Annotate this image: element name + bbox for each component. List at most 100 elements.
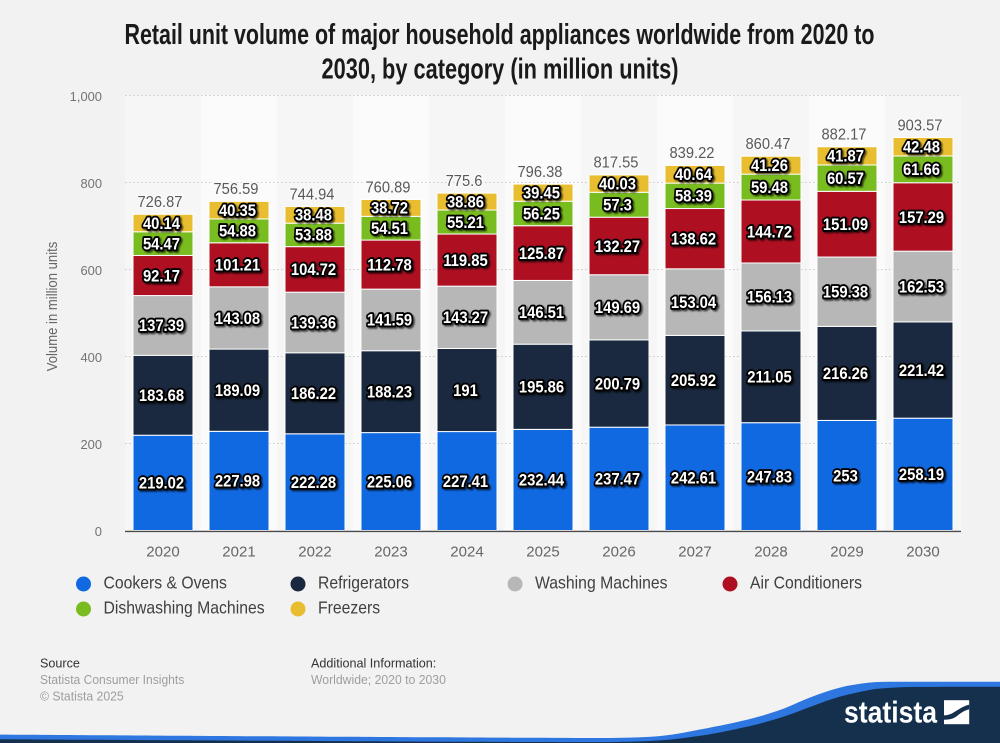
svg-text:2029: 2029 bbox=[830, 543, 863, 560]
svg-text:Volume in million units: Volume in million units bbox=[45, 242, 61, 372]
svg-text:Additional Information:: Additional Information: bbox=[311, 657, 436, 671]
svg-text:143.08: 143.08 bbox=[215, 310, 260, 328]
svg-text:2027: 2027 bbox=[678, 543, 711, 560]
svg-text:143.27: 143.27 bbox=[443, 309, 488, 327]
svg-text:211.05: 211.05 bbox=[747, 369, 792, 387]
svg-text:2022: 2022 bbox=[298, 543, 331, 560]
svg-text:Retail unit volume of major ho: Retail unit volume of major household ap… bbox=[125, 19, 875, 51]
svg-text:253: 253 bbox=[833, 467, 858, 485]
svg-text:2021: 2021 bbox=[222, 543, 255, 560]
svg-text:242.61: 242.61 bbox=[671, 470, 716, 488]
svg-text:© Statista 2025: © Statista 2025 bbox=[40, 689, 124, 703]
svg-text:232.44: 232.44 bbox=[519, 472, 564, 490]
svg-text:125.87: 125.87 bbox=[519, 245, 564, 263]
svg-text:Worldwide; 2020 to 2030: Worldwide; 2020 to 2030 bbox=[311, 673, 446, 687]
svg-text:222.28: 222.28 bbox=[291, 474, 336, 492]
svg-text:58.39: 58.39 bbox=[675, 188, 712, 206]
svg-text:39.45: 39.45 bbox=[523, 184, 560, 202]
svg-text:40.14: 40.14 bbox=[143, 215, 180, 233]
svg-text:156.13: 156.13 bbox=[747, 289, 792, 307]
svg-text:Statista Consumer Insights: Statista Consumer Insights bbox=[40, 673, 184, 687]
svg-text:138.62: 138.62 bbox=[671, 230, 716, 248]
svg-text:149.69: 149.69 bbox=[595, 299, 640, 317]
svg-text:195.86: 195.86 bbox=[519, 379, 564, 397]
svg-text:744.94: 744.94 bbox=[290, 186, 335, 203]
svg-text:860.47: 860.47 bbox=[746, 136, 791, 153]
svg-text:191: 191 bbox=[453, 382, 478, 400]
svg-text:54.88: 54.88 bbox=[219, 223, 256, 241]
svg-text:796.38: 796.38 bbox=[518, 164, 563, 181]
svg-text:756.59: 756.59 bbox=[214, 181, 259, 198]
svg-text:38.72: 38.72 bbox=[371, 200, 408, 218]
svg-text:1,000: 1,000 bbox=[70, 89, 102, 104]
svg-text:247.83: 247.83 bbox=[747, 468, 792, 486]
svg-text:41.26: 41.26 bbox=[751, 157, 788, 175]
svg-text:800: 800 bbox=[81, 176, 103, 191]
svg-text:Refrigerators: Refrigerators bbox=[318, 573, 409, 593]
svg-text:2020: 2020 bbox=[146, 543, 179, 560]
svg-text:141.59: 141.59 bbox=[367, 312, 412, 330]
svg-text:227.41: 227.41 bbox=[443, 473, 488, 491]
svg-text:60.57: 60.57 bbox=[827, 170, 864, 188]
svg-text:151.09: 151.09 bbox=[823, 216, 868, 234]
svg-text:132.27: 132.27 bbox=[595, 238, 640, 256]
svg-text:903.57: 903.57 bbox=[898, 117, 943, 134]
svg-text:56.25: 56.25 bbox=[523, 205, 560, 223]
svg-text:162.53: 162.53 bbox=[899, 278, 944, 296]
svg-text:225.06: 225.06 bbox=[367, 473, 412, 491]
svg-text:2024: 2024 bbox=[450, 543, 483, 560]
svg-text:200.79: 200.79 bbox=[595, 375, 640, 393]
svg-text:41.87: 41.87 bbox=[827, 148, 864, 166]
svg-text:53.88: 53.88 bbox=[295, 227, 332, 245]
svg-text:40.03: 40.03 bbox=[599, 175, 636, 193]
svg-text:38.48: 38.48 bbox=[295, 207, 332, 225]
svg-text:258.19: 258.19 bbox=[899, 466, 944, 484]
svg-text:188.23: 188.23 bbox=[367, 383, 412, 401]
svg-text:137.39: 137.39 bbox=[139, 317, 184, 335]
svg-text:2030, by category (in million: 2030, by category (in million units) bbox=[322, 53, 679, 85]
svg-text:2028: 2028 bbox=[754, 543, 787, 560]
svg-text:760.89: 760.89 bbox=[366, 179, 411, 196]
svg-text:statista: statista bbox=[844, 696, 938, 730]
svg-text:40.35: 40.35 bbox=[219, 202, 256, 220]
svg-text:55.21: 55.21 bbox=[447, 214, 484, 232]
svg-text:400: 400 bbox=[81, 350, 103, 365]
svg-text:Dishwashing Machines: Dishwashing Machines bbox=[104, 598, 265, 618]
svg-text:Air Conditioners: Air Conditioners bbox=[750, 573, 862, 593]
svg-text:0: 0 bbox=[95, 524, 102, 539]
svg-text:227.98: 227.98 bbox=[215, 473, 260, 491]
svg-text:54.47: 54.47 bbox=[143, 235, 180, 253]
svg-text:600: 600 bbox=[81, 263, 103, 278]
svg-text:216.26: 216.26 bbox=[823, 365, 868, 383]
svg-text:183.68: 183.68 bbox=[139, 387, 184, 405]
svg-text:42.48: 42.48 bbox=[903, 138, 940, 156]
svg-text:144.72: 144.72 bbox=[747, 223, 792, 241]
svg-text:112.78: 112.78 bbox=[367, 256, 412, 274]
svg-text:2026: 2026 bbox=[602, 543, 635, 560]
svg-text:59.48: 59.48 bbox=[751, 179, 788, 197]
svg-text:2025: 2025 bbox=[526, 543, 559, 560]
svg-text:817.55: 817.55 bbox=[594, 155, 639, 172]
svg-text:219.02: 219.02 bbox=[139, 475, 184, 493]
svg-text:57.3: 57.3 bbox=[603, 197, 632, 215]
svg-text:186.22: 186.22 bbox=[291, 385, 336, 403]
svg-text:Source: Source bbox=[40, 657, 80, 671]
svg-text:101.21: 101.21 bbox=[215, 257, 260, 275]
svg-text:189.09: 189.09 bbox=[215, 382, 260, 400]
svg-text:839.22: 839.22 bbox=[670, 145, 715, 162]
svg-text:205.92: 205.92 bbox=[671, 372, 716, 390]
svg-text:Cookers & Ovens: Cookers & Ovens bbox=[104, 573, 228, 593]
svg-text:61.66: 61.66 bbox=[903, 161, 940, 179]
svg-text:146.51: 146.51 bbox=[519, 304, 564, 322]
svg-text:775.6: 775.6 bbox=[446, 173, 483, 190]
svg-text:2030: 2030 bbox=[906, 543, 939, 560]
svg-text:157.29: 157.29 bbox=[899, 209, 944, 227]
svg-text:237.47: 237.47 bbox=[595, 471, 640, 489]
svg-text:726.87: 726.87 bbox=[138, 194, 183, 211]
svg-text:153.04: 153.04 bbox=[671, 294, 716, 312]
svg-text:139.36: 139.36 bbox=[291, 314, 336, 332]
svg-text:119.85: 119.85 bbox=[443, 252, 488, 270]
svg-text:200: 200 bbox=[81, 437, 103, 452]
svg-text:221.42: 221.42 bbox=[899, 362, 944, 380]
svg-text:104.72: 104.72 bbox=[291, 261, 336, 279]
